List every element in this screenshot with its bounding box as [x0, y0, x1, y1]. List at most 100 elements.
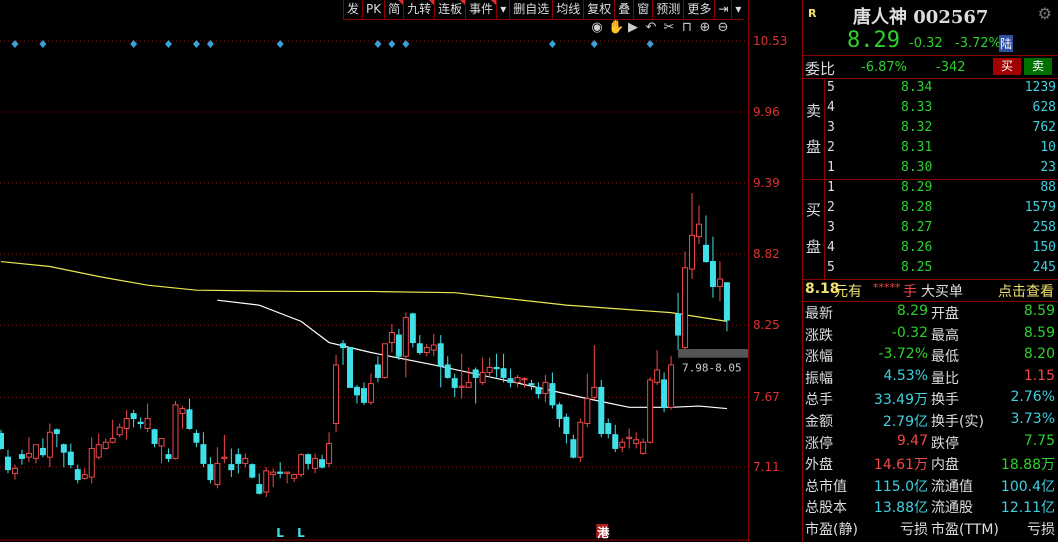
toolbar-item[interactable]: 窗: [633, 0, 652, 19]
candle[interactable]: [570, 434, 577, 459]
candle[interactable]: [130, 409, 137, 428]
big-order-row[interactable]: 8.18 元有 ***** 手 大买单 点击查看: [803, 281, 1058, 301]
candle[interactable]: [95, 433, 102, 460]
candle[interactable]: [60, 443, 67, 468]
toolbar-item[interactable]: 删自选: [509, 0, 552, 19]
candle[interactable]: [291, 473, 298, 483]
candle[interactable]: [221, 434, 228, 464]
candle[interactable]: [172, 401, 179, 460]
candle[interactable]: [563, 413, 570, 444]
candle[interactable]: [549, 372, 556, 409]
candle[interactable]: [626, 428, 633, 449]
candle[interactable]: [102, 438, 109, 450]
candle[interactable]: [416, 335, 423, 355]
candle[interactable]: [493, 353, 500, 378]
candle[interactable]: [137, 417, 144, 429]
candle[interactable]: [200, 432, 207, 468]
scissors-icon[interactable]: ✂: [663, 20, 675, 35]
candle[interactable]: [633, 432, 640, 449]
candle[interactable]: [67, 443, 74, 469]
candle[interactable]: [444, 356, 451, 379]
candle[interactable]: [151, 428, 158, 448]
play-icon[interactable]: ▶: [628, 20, 638, 35]
candle[interactable]: [109, 419, 116, 444]
candlestick-chart[interactable]: L L 港 7.98-8.05: [0, 0, 750, 542]
candle[interactable]: [284, 471, 291, 484]
candle[interactable]: [521, 377, 528, 388]
lock-icon[interactable]: ⊓: [681, 20, 693, 35]
candle[interactable]: [430, 333, 437, 357]
candle[interactable]: [207, 457, 214, 484]
candle[interactable]: [514, 374, 521, 388]
candle[interactable]: [542, 374, 549, 403]
toolbar-item[interactable]: PK: [362, 0, 384, 19]
toolbar-item[interactable]: 连板: [434, 0, 466, 19]
candle[interactable]: [661, 372, 668, 413]
candle[interactable]: [263, 467, 270, 498]
candle[interactable]: [305, 453, 312, 470]
candle[interactable]: [535, 382, 542, 399]
candle[interactable]: [577, 418, 584, 463]
candle[interactable]: [333, 354, 340, 433]
view-details-link[interactable]: 点击查看: [998, 284, 1054, 300]
candle[interactable]: [228, 448, 235, 478]
toolbar-item[interactable]: ▾: [731, 0, 744, 19]
zoom-out-icon[interactable]: ⊖: [717, 20, 729, 35]
gear-icon[interactable]: ⚙: [1037, 4, 1052, 23]
candle[interactable]: [381, 343, 388, 379]
candle[interactable]: [214, 447, 221, 489]
candle[interactable]: [709, 236, 716, 298]
candle[interactable]: [451, 373, 458, 398]
candle[interactable]: [675, 292, 682, 351]
candle[interactable]: [528, 379, 535, 390]
zoom-in-icon[interactable]: ⊕: [699, 20, 711, 35]
candle[interactable]: [256, 473, 263, 495]
candle[interactable]: [500, 353, 507, 383]
toolbar-item[interactable]: 事件: [465, 0, 497, 19]
candle[interactable]: [458, 353, 465, 399]
candle[interactable]: [507, 368, 514, 388]
candle[interactable]: [4, 449, 11, 474]
candle[interactable]: [116, 423, 123, 438]
candle[interactable]: [479, 357, 486, 385]
candle[interactable]: [88, 437, 95, 484]
candle[interactable]: [39, 438, 46, 458]
candle[interactable]: [647, 377, 654, 444]
candle[interactable]: [353, 384, 360, 404]
candle[interactable]: [53, 428, 60, 448]
candle[interactable]: [32, 444, 39, 464]
candle[interactable]: [165, 448, 172, 463]
candle[interactable]: [235, 448, 242, 474]
candle[interactable]: [340, 340, 347, 365]
candle[interactable]: [409, 312, 416, 348]
candle[interactable]: [556, 402, 563, 428]
toolbar-item[interactable]: 九转: [403, 0, 435, 19]
toolbar-item[interactable]: ⇥: [714, 0, 731, 19]
candle[interactable]: [605, 418, 612, 439]
candle[interactable]: [18, 449, 25, 465]
toolbar-item[interactable]: 简: [384, 0, 404, 19]
candle[interactable]: [11, 464, 18, 480]
candle[interactable]: [123, 409, 130, 440]
candle[interactable]: [437, 335, 444, 388]
candle[interactable]: [179, 406, 186, 429]
sell-button[interactable]: 卖: [1024, 58, 1052, 75]
undo-icon[interactable]: ↶: [645, 20, 657, 35]
candle[interactable]: [682, 251, 689, 351]
buy-button[interactable]: 买: [993, 58, 1021, 75]
candle[interactable]: [689, 193, 696, 279]
candle[interactable]: [654, 350, 661, 385]
candle[interactable]: [702, 215, 709, 263]
candle[interactable]: [360, 382, 367, 405]
toolbar-item[interactable]: 发: [343, 0, 362, 19]
candle[interactable]: [144, 403, 151, 433]
candle[interactable]: [716, 261, 723, 302]
toolbar-item[interactable]: 叠: [614, 0, 633, 19]
toolbar-item[interactable]: 预测: [652, 0, 683, 19]
candle[interactable]: [46, 423, 53, 468]
candle[interactable]: [723, 282, 730, 332]
candle[interactable]: [423, 343, 430, 357]
candle[interactable]: [696, 205, 702, 245]
candle[interactable]: [193, 429, 200, 448]
candle[interactable]: [584, 373, 591, 428]
